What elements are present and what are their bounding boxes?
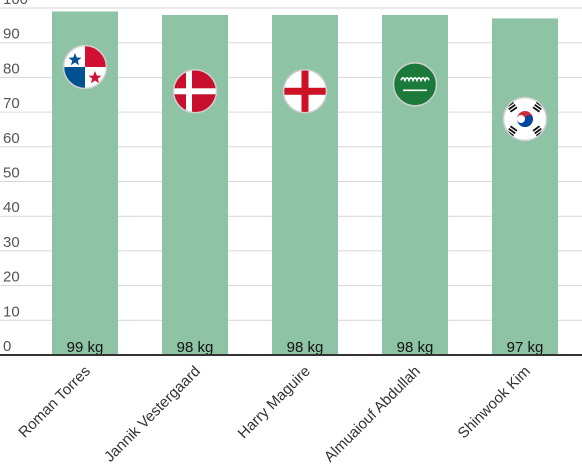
category-label-5: Shinwook Kim [455, 363, 534, 442]
flag-clip [504, 98, 546, 141]
flag-part [508, 128, 516, 135]
flag-part [174, 88, 216, 95]
category-label-2: Jannik Vestergaard [101, 363, 204, 466]
value-label-5: 97 kg [507, 339, 544, 356]
flag-border [392, 62, 438, 107]
flag-part [68, 52, 82, 66]
y-tick-label-100: 100 [3, 0, 28, 8]
flag-part [88, 70, 102, 84]
bar-5 [492, 18, 558, 355]
bars [52, 11, 558, 355]
flag-part [508, 104, 516, 111]
y-tick-label-50: 50 [3, 165, 20, 182]
saudi-arabia-flag-icon [392, 62, 438, 107]
flag-part [517, 115, 533, 128]
y-tick-label-90: 90 [3, 26, 20, 43]
category-label-4: Almuaiouf Abdullah [321, 363, 424, 466]
flag-part [534, 104, 542, 111]
flag-part [534, 128, 542, 135]
flag-border [502, 96, 548, 142]
y-tick-label-20: 20 [3, 269, 20, 286]
flag-clip [394, 63, 436, 106]
flag-part [532, 125, 541, 132]
england-flag-icon [282, 69, 328, 114]
flag-border [172, 69, 218, 114]
denmark-flag-icon [172, 69, 218, 114]
flag-part [186, 70, 192, 113]
category-label-3: Harry Maguire [235, 363, 314, 442]
value-labels: 99 kg 98 kg 98 kg 98 kg 97 kg [67, 339, 544, 356]
value-label-2: 98 kg [177, 339, 214, 356]
south-korea-flag-icon [502, 96, 548, 142]
bar-2 [162, 14, 228, 355]
flag-clip [174, 70, 216, 113]
flag-part [400, 77, 430, 83]
y-tick-label-60: 60 [3, 130, 20, 147]
flag-part [532, 106, 541, 113]
bar-3 [272, 14, 338, 355]
flag-clip [284, 70, 326, 113]
y-tick-label-70: 70 [3, 95, 20, 112]
y-tick-label-80: 80 [3, 60, 20, 77]
flag-part [509, 106, 518, 113]
y-tick-label-40: 40 [3, 199, 20, 216]
flag-border [282, 69, 328, 114]
value-label-1: 99 kg [67, 339, 104, 356]
flag-part [394, 63, 436, 106]
value-label-3: 98 kg [287, 339, 324, 356]
category-labels: Roman Torres Jannik Vestergaard Harry Magu… [15, 363, 533, 466]
y-tick-label-10: 10 [3, 303, 20, 320]
y-tick-label-30: 30 [3, 234, 20, 251]
panama-flag-icon [62, 44, 108, 90]
flag-part [509, 125, 518, 132]
value-label-4: 98 kg [397, 339, 434, 356]
flag-part [301, 70, 309, 113]
flag-border [62, 44, 108, 90]
category-label-1: Roman Torres [15, 363, 93, 441]
y-tick-label-0: 0 [3, 338, 11, 355]
y-axis-ticks: 0 10 20 30 40 50 60 70 80 90 100 [3, 0, 28, 355]
